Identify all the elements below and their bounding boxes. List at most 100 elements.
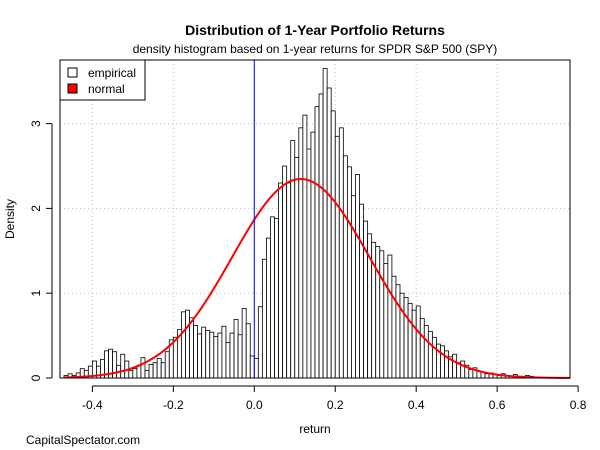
histogram-bar-64	[322, 68, 328, 379]
histogram-bar-30	[185, 309, 190, 379]
histogram-bar-40	[225, 341, 231, 379]
histogram-bar-22	[152, 362, 158, 379]
histogram-bar-41	[229, 332, 235, 379]
histogram-bar-50	[266, 237, 271, 379]
x-tick-label-4: 0.4	[408, 398, 425, 412]
histogram-bar-36	[209, 331, 215, 379]
histogram-bar-88	[419, 318, 425, 379]
histogram-bar-55	[286, 182, 292, 379]
histogram-bar-33	[197, 333, 203, 379]
x-axis-label: return	[299, 422, 330, 436]
x-axis: -0.4 -0.2 0.0 0.2 0.4 0.6 0.8	[82, 385, 587, 412]
histogram-bar-47	[253, 358, 259, 379]
y-tick-label-2: 2	[29, 205, 43, 212]
x-tick-label-6: 0.8	[570, 398, 587, 412]
histogram-bar-86	[411, 309, 417, 379]
histogram-bar-35	[205, 330, 211, 379]
histogram-bar-43	[237, 334, 243, 379]
histogram-bar-69	[342, 155, 348, 379]
y-axis-label: Density	[3, 199, 17, 239]
legend-label-normal: normal	[88, 82, 125, 96]
histogram-bar-80	[387, 254, 393, 379]
histogram-bar-46	[249, 355, 255, 379]
histogram-bar-79	[383, 263, 389, 379]
histogram-bar-93	[440, 345, 445, 379]
histogram-bars	[63, 68, 534, 379]
histogram-bar-53	[278, 182, 284, 379]
histogram-bar-39	[221, 325, 227, 379]
histogram-bar-81	[391, 275, 397, 379]
histogram-bar-98	[460, 360, 466, 379]
histogram-bar-60	[306, 148, 312, 379]
y-tick-label-0: 0	[29, 374, 43, 381]
histogram-bar-61	[310, 131, 316, 379]
credit-text: CapitalSpectator.com	[26, 433, 140, 447]
histogram-bar-89	[423, 325, 429, 379]
histogram-bar-45	[245, 323, 251, 379]
histogram-bar-48	[257, 306, 263, 379]
histogram-bar-27	[172, 336, 178, 379]
y-tick-label-3: 3	[29, 120, 43, 127]
x-tick-label-3: 0.2	[327, 398, 344, 412]
histogram-bar-87	[415, 305, 421, 379]
histogram-bar-91	[431, 336, 437, 379]
histogram-bar-59	[302, 114, 308, 379]
histogram-bar-85	[407, 302, 413, 379]
histogram-bar-16	[128, 369, 134, 379]
histogram-bar-68	[338, 127, 344, 379]
histogram-bar-51	[270, 216, 275, 379]
histogram-bar-83	[399, 292, 405, 379]
histogram-bar-100	[468, 369, 474, 379]
histogram-bar-38	[217, 332, 223, 379]
histogram-bar-49	[261, 258, 267, 379]
chart-title: Distribution of 1-Year Portfolio Returns	[185, 22, 445, 38]
histogram-bar-82	[395, 284, 401, 379]
histogram-bar-29	[181, 311, 186, 379]
histogram-bar-104	[484, 373, 490, 379]
histogram-bar-24	[160, 362, 166, 379]
histogram-bar-23	[156, 358, 162, 379]
legend-swatch-normal	[67, 83, 78, 94]
normal-curve-layer	[64, 177, 571, 379]
histogram-bar-71	[351, 195, 356, 379]
histogram-bar-65	[326, 87, 332, 379]
histogram-bar-96	[452, 353, 458, 379]
histogram-bar-56	[290, 140, 296, 379]
histogram-bar-44	[241, 308, 247, 379]
histogram-bar-31	[189, 317, 194, 379]
histogram-bar-32	[193, 325, 199, 379]
histogram-bar-21	[148, 364, 154, 379]
histogram-bar-18	[136, 364, 142, 379]
histogram-bar-70	[346, 166, 352, 379]
histogram-bar-67	[334, 135, 340, 379]
histogram-bar-73	[359, 203, 364, 379]
histogram-bar-19	[140, 357, 146, 379]
y-axis: 0 1 2 3	[29, 120, 53, 381]
normal-curve	[64, 177, 571, 379]
legend-label-empirical: empirical	[88, 66, 136, 80]
histogram-bar-90	[427, 330, 433, 379]
histogram-bar-63	[318, 93, 324, 379]
histogram-bar-52	[274, 218, 279, 379]
histogram-bar-58	[298, 127, 304, 379]
chart-subtitle: density histogram based on 1-year return…	[133, 42, 498, 56]
x-tick-label-1: -0.2	[163, 398, 184, 412]
legend-swatch-empirical	[67, 67, 78, 78]
histogram-bar-74	[363, 220, 369, 379]
plot-frame	[59, 59, 571, 379]
x-tick-label-5: 0.6	[489, 398, 506, 412]
histogram-bar-54	[282, 165, 288, 379]
histogram-bar-66	[330, 110, 336, 379]
histogram-bar-20	[144, 369, 150, 379]
x-tick-label-2: 0.0	[246, 398, 263, 412]
histogram-bar-25	[164, 351, 170, 379]
histogram-bar-34	[201, 326, 207, 379]
histogram-bar-14	[120, 353, 126, 379]
histogram-bar-77	[375, 246, 381, 379]
histogram-bar-37	[213, 336, 219, 379]
histogram-bar-57	[294, 157, 300, 379]
histogram-bar-17	[132, 368, 138, 379]
y-tick-label-1: 1	[29, 290, 43, 297]
histogram-bar-42	[233, 319, 239, 379]
